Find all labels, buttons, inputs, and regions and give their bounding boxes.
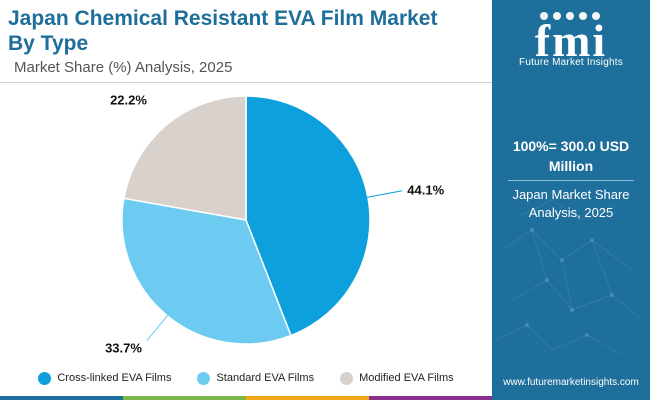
legend-label-2: Standard EVA Films bbox=[216, 372, 315, 384]
market-total-value: 100%= 300.0 USD Million bbox=[512, 138, 630, 174]
leader-line-2 bbox=[146, 313, 169, 341]
legend-swatch-3 bbox=[340, 371, 354, 385]
legend-swatch-1 bbox=[38, 371, 52, 385]
background-pattern bbox=[496, 199, 643, 356]
logo-wordmark: fmi bbox=[535, 15, 607, 66]
data-label-3: 22.2% bbox=[110, 93, 147, 108]
footer-color-bar bbox=[0, 396, 492, 400]
sidebar-panel: fmi Future Market Insights 100%= 300.0 U… bbox=[492, 0, 650, 400]
chart-subtitle: Market Share (%) Analysis, 2025 bbox=[14, 59, 233, 76]
title-divider bbox=[0, 82, 492, 83]
footer-segment-1 bbox=[0, 396, 123, 400]
legend-label-1: Cross-linked EVA Films bbox=[57, 372, 172, 384]
pie-chart: 44.1% 33.7% 22.2% bbox=[105, 93, 445, 356]
legend-item-3: Modified EVA Films bbox=[340, 371, 454, 385]
data-label-1: 44.1% bbox=[407, 183, 444, 198]
legend-item-1: Cross-linked EVA Films bbox=[38, 371, 172, 385]
market-share-caption: Japan Market Share Analysis, 2025 bbox=[512, 187, 630, 220]
legend-swatch-2 bbox=[197, 371, 211, 385]
legend-label-3: Modified EVA Films bbox=[359, 372, 454, 384]
chart-title: Japan Chemical Resistant EVA Film Market… bbox=[8, 7, 438, 55]
footer-segment-3 bbox=[246, 396, 369, 400]
logo-tagline: Future Market Insights bbox=[519, 57, 623, 68]
footer-segment-4 bbox=[369, 396, 492, 400]
fmi-logo: fmi bbox=[535, 12, 607, 66]
data-label-2: 33.7% bbox=[105, 341, 142, 356]
legend-item-2: Standard EVA Films bbox=[197, 371, 315, 385]
leader-line-1 bbox=[365, 190, 403, 199]
website-link[interactable]: www.futuremarketinsights.com bbox=[503, 377, 639, 388]
pie-slice-3 bbox=[123, 95, 247, 221]
sidebar-divider bbox=[508, 180, 634, 181]
footer-segment-2 bbox=[123, 396, 246, 400]
chart-legend: Cross-linked EVA Films Standard EVA Films… bbox=[0, 370, 492, 386]
